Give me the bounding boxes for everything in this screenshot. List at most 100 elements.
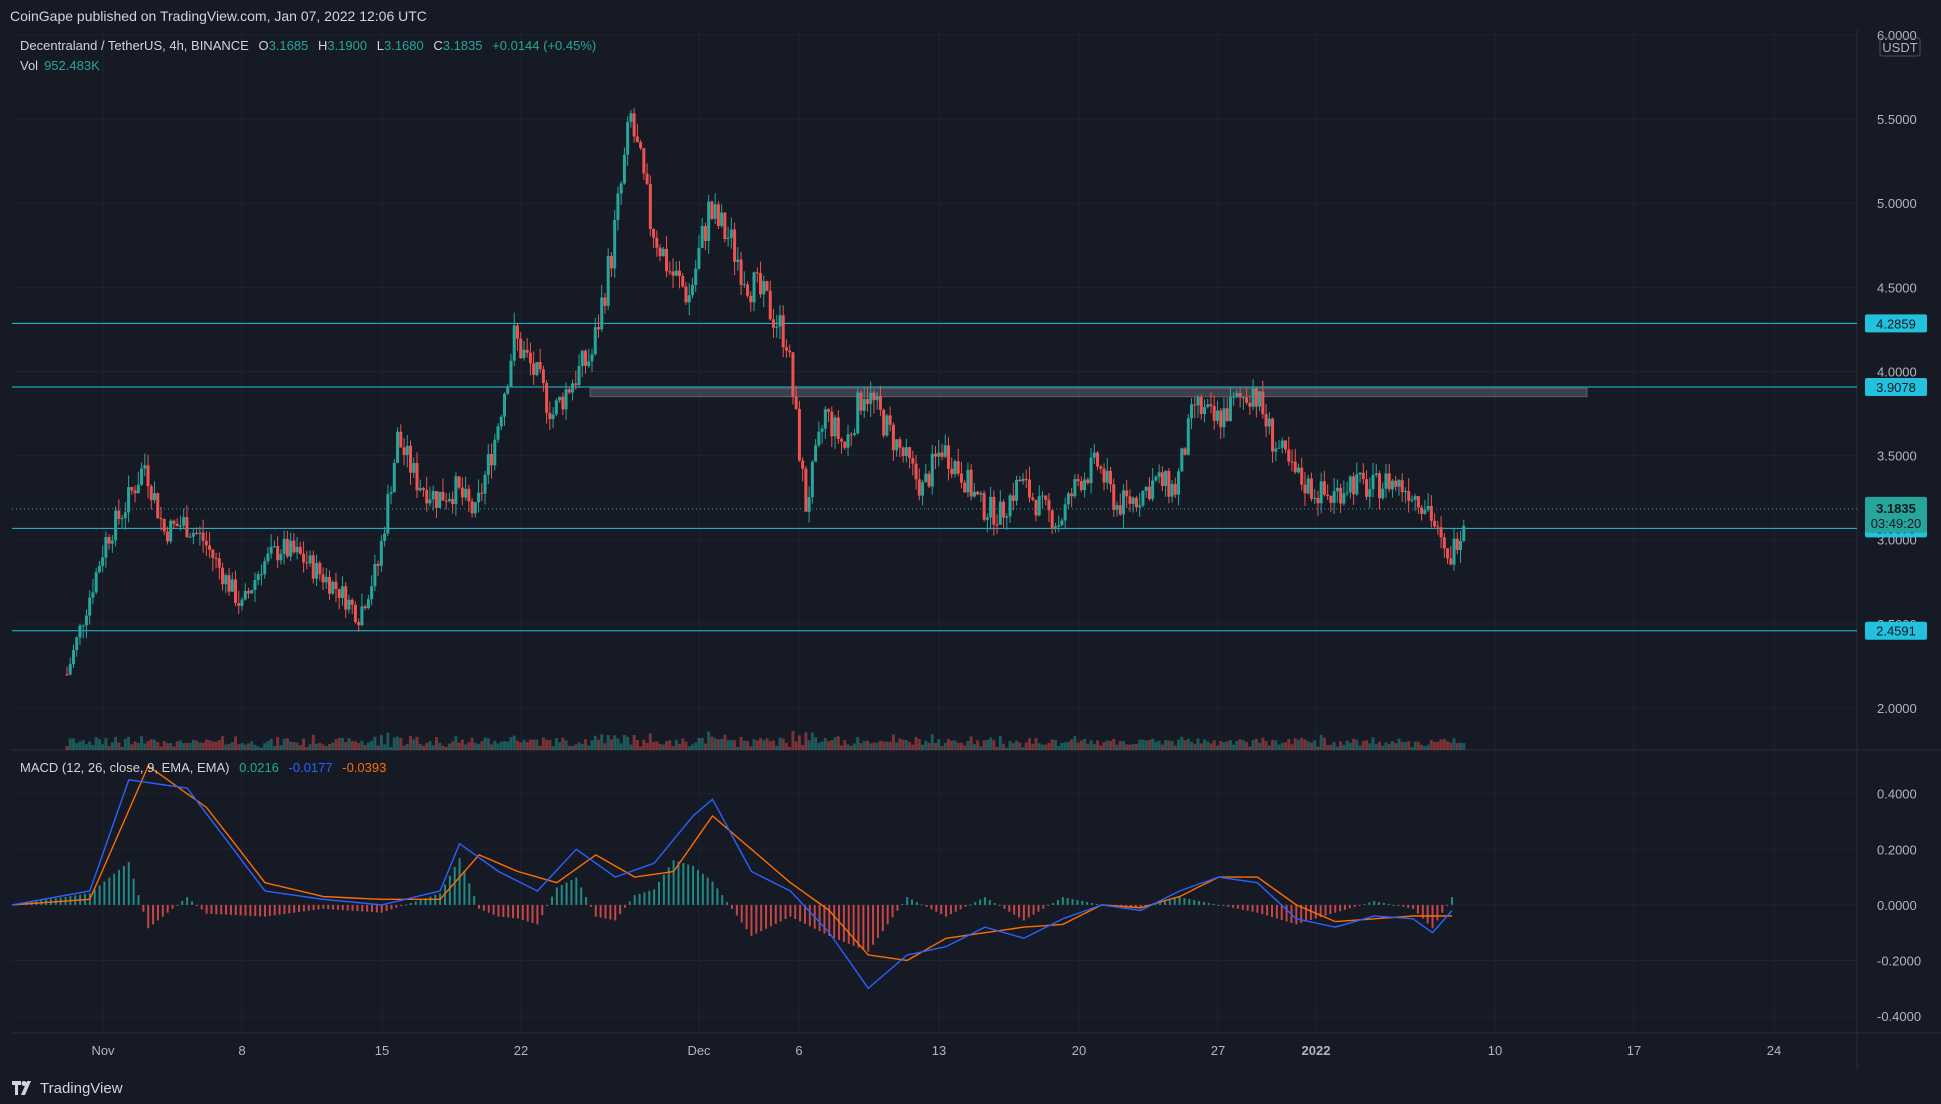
time-tick-label: 10: [1488, 1043, 1502, 1058]
candle-body: [661, 248, 665, 257]
candle-body: [797, 408, 801, 461]
macd-histogram-bar: [103, 881, 106, 905]
macd-histogram-bar: [721, 895, 724, 905]
candle-body: [337, 588, 341, 598]
candle-body: [720, 212, 724, 226]
macd-histogram-bar: [463, 870, 466, 905]
volume-bar: [1410, 747, 1414, 750]
volume-bar: [376, 745, 380, 750]
macd-histogram-bar: [371, 904, 373, 913]
candle-body: [230, 579, 234, 592]
volume-bar: [259, 747, 263, 750]
volume-bar: [1280, 742, 1284, 750]
candle-body: [1449, 558, 1453, 565]
macd-histogram-bar: [1198, 901, 1201, 905]
candle-body: [998, 501, 1002, 525]
volume-bar: [849, 745, 853, 750]
candle-body: [1342, 493, 1346, 504]
high-value: 3.1900: [327, 38, 368, 53]
candle-body: [1416, 496, 1420, 508]
candle-body: [1368, 489, 1372, 497]
candle-body: [1248, 402, 1252, 407]
candle-body: [703, 225, 707, 241]
volume-bar: [1459, 742, 1463, 750]
macd-histogram-bar: [940, 904, 943, 915]
candle-body: [266, 553, 270, 562]
candle-body: [538, 362, 542, 370]
macd-histogram-bar: [1066, 898, 1069, 905]
macd-histogram-bar: [872, 904, 875, 945]
volume-bar: [538, 745, 542, 750]
candle-body: [315, 562, 319, 579]
candle-body: [1177, 471, 1181, 495]
macd-histogram-bar: [692, 865, 695, 905]
candle-body: [1147, 486, 1151, 500]
candle-body: [486, 453, 490, 475]
volume-bar: [600, 734, 604, 750]
volume-label[interactable]: Vol: [20, 58, 39, 73]
volume-bar: [185, 742, 189, 750]
volume-bar: [153, 739, 156, 750]
volume-bar: [1433, 741, 1437, 750]
volume-bar: [227, 743, 231, 750]
symbol-legend: Decentraland / TetherUS, 4h, BINANCE O3.…: [20, 38, 596, 53]
candle-body: [214, 558, 218, 560]
macd-histogram-bar: [949, 904, 952, 915]
volume-bar: [911, 744, 915, 750]
volume-bar: [1394, 743, 1398, 750]
macd-histogram-bar: [516, 904, 519, 919]
macd-histogram-bar: [1446, 904, 1449, 906]
macd-histogram-bar: [1056, 900, 1059, 905]
candle-body: [616, 193, 620, 220]
tradingview-logo[interactable]: TradingView: [12, 1080, 123, 1097]
volume-bar: [302, 738, 306, 750]
macd-histogram-bar: [239, 904, 242, 916]
macd-histogram-bar: [268, 904, 271, 916]
volume-bar: [687, 746, 691, 750]
publisher-banner: CoinGape published on TradingView.com, J…: [0, 0, 1941, 32]
volume-bar: [561, 737, 565, 750]
macd-label[interactable]: MACD (12, 26, close, 9, EMA, EMA): [20, 760, 230, 775]
macd-histogram-bar: [409, 902, 412, 905]
macd-histogram-bar: [1451, 897, 1453, 905]
candle-body: [428, 499, 432, 504]
candle-body: [561, 396, 565, 410]
candle-body: [888, 415, 892, 425]
candle-body: [483, 474, 487, 494]
volume-bar: [234, 736, 238, 750]
candle-body: [613, 219, 617, 269]
volume-bar: [794, 741, 798, 750]
macd-histogram-bar: [585, 897, 588, 905]
volume-bar: [979, 746, 983, 750]
candle-body: [985, 517, 989, 520]
macd-histogram-bar: [395, 904, 398, 908]
macd-histogram-bar: [1382, 902, 1385, 905]
volume-bar: [117, 742, 121, 750]
candle-body: [554, 400, 558, 415]
symbol-name[interactable]: Decentraland / TetherUS, 4h, BINANCE: [20, 38, 249, 53]
macd-line: [12, 779, 1453, 990]
volume-bar: [224, 744, 228, 750]
candle-body: [1267, 418, 1271, 427]
volume-bar: [434, 737, 438, 750]
volume-bar: [885, 741, 889, 750]
macd-histogram-bar: [385, 904, 388, 912]
candle-body: [1407, 491, 1411, 501]
candle-body: [114, 510, 118, 541]
volume-bar: [930, 734, 934, 750]
macd-histogram-bar: [1227, 904, 1230, 907]
macd-histogram-bar: [687, 864, 690, 905]
candle-body: [208, 545, 212, 550]
volume-bar: [946, 739, 950, 750]
candle-body: [596, 327, 600, 330]
macd-histogram-bar: [803, 904, 806, 924]
macd-histogram-bar: [225, 904, 228, 915]
volume-bar: [1397, 738, 1401, 750]
chart-area[interactable]: Nov 8 15 22 Dec 6 13 20 27 2022 10 17 24 6.0000 5.5000…: [12, 30, 1941, 1070]
candle-body: [97, 565, 101, 573]
volume-bar: [710, 736, 714, 750]
candle-body: [389, 492, 393, 495]
chart-canvas[interactable]: Nov 8 15 22 Dec 6 13 20 27 2022 10 17 24 6.0000 5.5000…: [12, 30, 1941, 1070]
macd-histogram-bar: [1358, 904, 1361, 906]
macd-histogram-bar: [784, 904, 787, 920]
